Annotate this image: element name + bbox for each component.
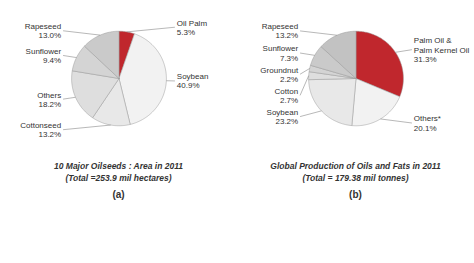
svg-text:Cottonseed13.2%: Cottonseed13.2% bbox=[20, 121, 61, 139]
svg-text:Others18.2%: Others18.2% bbox=[37, 90, 61, 108]
html-text:(b): (b) bbox=[349, 188, 362, 200]
html-text:10 Major Oilseeds : Area in 20: 10 Major Oilseeds : Area in 2011 (Total … bbox=[54, 161, 183, 184]
svg-text:Sunflower9.4%: Sunflower9.4% bbox=[26, 47, 62, 65]
svg-text:Groundnut2.2%: Groundnut2.2% bbox=[260, 66, 299, 84]
svg-text:Cotton2.7%: Cotton2.7% bbox=[275, 87, 299, 105]
svg-text:Sunflower7.3%: Sunflower7.3% bbox=[263, 44, 299, 62]
svg-text:Soybean23.2%: Soybean23.2% bbox=[267, 108, 299, 126]
svg-text:Palm Oil &Palm Kernel Oil31.3%: Palm Oil &Palm Kernel Oil31.3% bbox=[414, 36, 470, 63]
html-text:Global Production of Oils and: Global Production of Oils and Fats in 20… bbox=[270, 161, 441, 184]
svg-text:Oil Palm5.3%: Oil Palm5.3% bbox=[177, 19, 208, 37]
svg-text:Rapeseed13.0%: Rapeseed13.0% bbox=[25, 22, 61, 40]
html-text:(a): (a) bbox=[112, 188, 125, 200]
svg-text:Soybean40.9%: Soybean40.9% bbox=[177, 72, 209, 90]
svg-text:Others*20.1%: Others*20.1% bbox=[414, 114, 441, 132]
svg-text:Rapeseed13.2%: Rapeseed13.2% bbox=[262, 22, 298, 40]
